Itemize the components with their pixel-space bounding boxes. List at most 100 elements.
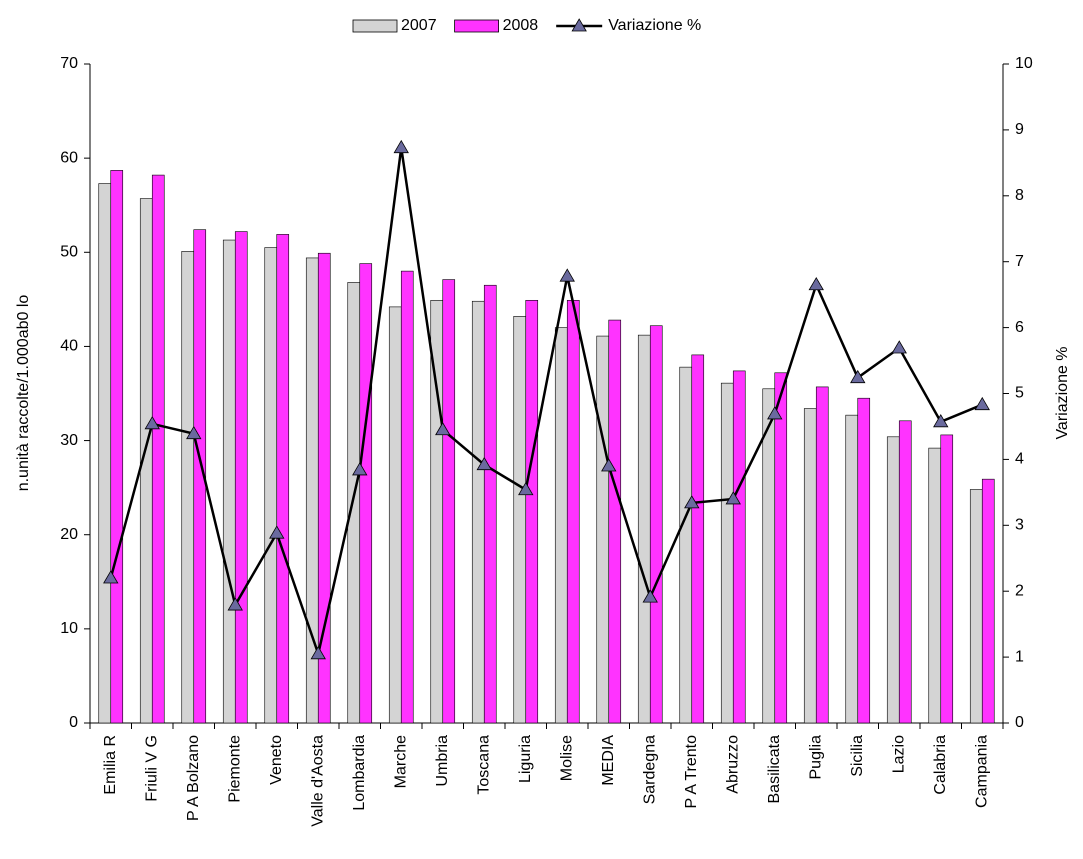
y2-tick-label: 4 — [1015, 451, 1024, 468]
y2-tick-label: 0 — [1015, 714, 1024, 731]
bar — [803, 408, 817, 724]
marker — [808, 276, 824, 291]
bar — [222, 239, 236, 724]
bar — [388, 306, 402, 724]
marker — [518, 481, 534, 496]
bar — [969, 489, 983, 724]
bar — [359, 263, 373, 724]
x-tick-label: Lombardia — [351, 735, 368, 811]
y2-tick-label: 5 — [1015, 385, 1024, 402]
bar — [981, 478, 995, 724]
bar — [679, 366, 693, 724]
bar — [637, 334, 651, 724]
marker — [393, 139, 409, 154]
y-tick-label: 40 — [60, 338, 78, 355]
x-tick-label: Liguria — [517, 735, 534, 783]
bar — [193, 229, 207, 724]
legend-label: 2007 — [401, 17, 437, 34]
bar — [815, 386, 829, 724]
bar — [264, 247, 278, 724]
marker — [227, 597, 243, 611]
bar — [732, 370, 746, 724]
y-tick-label: 0 — [69, 714, 78, 731]
marker — [850, 369, 866, 384]
bar — [483, 284, 497, 724]
x-tick-label: Puglia — [807, 735, 824, 780]
marker — [559, 268, 575, 282]
marker — [352, 462, 368, 476]
bar — [608, 319, 622, 724]
y-tick-label: 50 — [60, 244, 78, 261]
x-tick-label: Emilia R — [102, 735, 119, 795]
y-axis-label: n.unità raccolte/1.000ab0 lo — [15, 295, 32, 492]
marker — [269, 525, 285, 539]
x-tick-label: Basilicata — [766, 735, 783, 804]
y2-tick-label: 8 — [1015, 187, 1024, 204]
bar — [347, 282, 361, 724]
x-tick-label: Sicilia — [849, 735, 866, 777]
bar — [928, 447, 942, 724]
x-tick-label: P A Bolzano — [185, 735, 202, 821]
x-tick-label: Abruzzo — [724, 735, 741, 794]
marker — [725, 491, 741, 505]
y-tick-label: 70 — [60, 55, 78, 72]
bar — [317, 252, 331, 724]
marker — [891, 340, 907, 354]
bar — [720, 382, 734, 724]
x-tick-label: Campania — [973, 735, 990, 808]
marker — [310, 646, 326, 660]
bar — [110, 170, 124, 724]
legend-marker — [571, 18, 587, 32]
y2-tick-label: 1 — [1015, 648, 1024, 665]
bar — [525, 299, 539, 724]
legend-swatch — [454, 19, 499, 33]
marker — [974, 396, 990, 411]
bar — [181, 251, 195, 724]
marker — [642, 589, 658, 603]
bar — [762, 388, 776, 724]
marker — [601, 458, 617, 472]
x-tick-label: Piemonte — [226, 735, 243, 803]
marker — [684, 495, 700, 509]
marker — [476, 456, 492, 471]
y2-axis-label: Variazione % — [1054, 346, 1071, 439]
bar — [649, 325, 663, 724]
y2-tick-label: 2 — [1015, 582, 1024, 599]
x-tick-label: Valle d'Aosta — [309, 735, 326, 827]
bar — [774, 372, 788, 724]
bar — [442, 279, 456, 724]
bar — [691, 354, 705, 724]
bar — [898, 420, 912, 724]
x-tick-label: P A Trento — [683, 735, 700, 809]
bar — [845, 414, 859, 724]
legend-label: 2008 — [503, 17, 539, 34]
bar — [471, 300, 485, 724]
bar — [276, 234, 290, 724]
bar — [151, 174, 165, 724]
marker — [767, 406, 783, 420]
y-tick-label: 20 — [60, 526, 78, 543]
y2-tick-label: 10 — [1015, 55, 1033, 72]
bar — [857, 397, 871, 724]
line — [109, 147, 983, 659]
bar — [400, 270, 414, 724]
y2-tick-label: 9 — [1015, 121, 1024, 138]
marker — [103, 570, 119, 584]
y-tick-label: 10 — [60, 620, 78, 637]
x-tick-label: Marche — [392, 735, 409, 788]
x-tick-label: Sardegna — [641, 735, 658, 804]
legend-label: Variazione % — [608, 17, 701, 34]
bar — [554, 327, 568, 724]
x-tick-label: Friuli V G — [143, 735, 160, 802]
marker — [144, 416, 160, 430]
bar — [566, 299, 580, 724]
x-tick-label: Lazio — [890, 735, 907, 773]
bar — [234, 231, 248, 724]
x-tick-label: Calabria — [932, 735, 949, 795]
bar — [513, 316, 527, 724]
x-tick-label: Toscana — [475, 735, 492, 795]
bar — [98, 183, 112, 724]
x-tick-label: Veneto — [268, 735, 285, 785]
y2-tick-label: 3 — [1015, 517, 1024, 534]
